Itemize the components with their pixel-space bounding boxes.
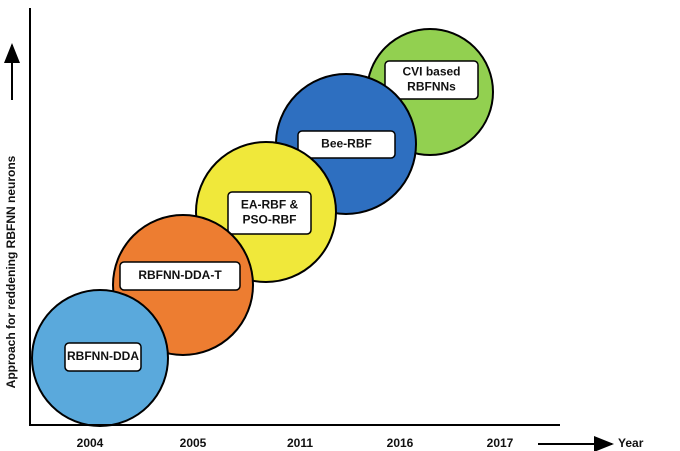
node-label: RBFNN-DDA <box>67 349 139 363</box>
node: RBFNN-DDA <box>31 289 169 427</box>
year-label: 2017 <box>487 436 514 450</box>
year-label: 2016 <box>387 436 414 450</box>
label-box <box>384 60 479 100</box>
node-label: CVI based <box>402 65 460 79</box>
x-axis-label: Year <box>618 436 644 450</box>
year-label: 2004 <box>77 436 104 450</box>
label-box <box>64 342 142 372</box>
node-label: EA-RBF & <box>241 198 299 212</box>
node-label: Bee-RBF <box>321 137 372 151</box>
label-box <box>297 130 396 159</box>
node-label: RBFNN-DDA-T <box>138 268 222 282</box>
node-label: RBFNNs <box>407 80 456 94</box>
year-label: 2005 <box>180 436 207 450</box>
label-box <box>227 191 312 235</box>
node-label: PSO-RBF <box>243 213 297 227</box>
year-label: 2011 <box>287 436 313 450</box>
y-axis-label: Approach for reddening RBFNN neurons <box>4 155 18 388</box>
label-box <box>119 261 241 291</box>
